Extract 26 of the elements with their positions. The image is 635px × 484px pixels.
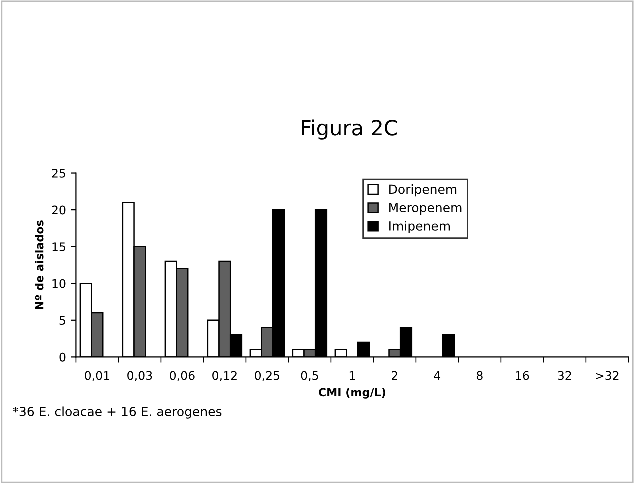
x-tick-label: 0,12 [212, 371, 237, 382]
x-tick-label: 8 [476, 371, 483, 380]
y-tick-label: 5 [60, 316, 66, 326]
x-tick-label: 4 [434, 371, 441, 380]
x-tick-label: 0,25 [255, 371, 280, 382]
legend-label: Imipenem [390, 221, 450, 234]
x-axis-title: CMI (mg/L) [318, 388, 386, 399]
x-tick-label: 0,01 [85, 371, 110, 382]
x-tick-label: 32 [558, 371, 572, 380]
text: *36 E. cloacae + 16 E. aerogenes [13, 406, 222, 419]
x-tick-label: 0,03 [128, 371, 152, 382]
x-tick-label: 16 [516, 371, 530, 380]
y-axis-title: Nº de aislados [35, 220, 44, 310]
x-tick-label: 0,06 [170, 371, 195, 382]
x-tick-label: 1 [350, 371, 356, 380]
y-tick-label: 20 [52, 206, 66, 215]
legend-label: Meropenem [390, 203, 462, 215]
x-tick-label: 0,5 [301, 371, 318, 382]
chart-title: Figura 2C [302, 120, 398, 140]
x-tick-label: 2 [392, 371, 398, 380]
y-tick-label: 10 [52, 279, 66, 288]
y-tick-label: 25 [52, 168, 66, 178]
legend-label: Doripenem [390, 184, 457, 197]
y-tick-label: 0 [60, 352, 66, 362]
x-tick-label: >32 [596, 371, 619, 380]
y-tick-label: 15 [52, 242, 66, 252]
